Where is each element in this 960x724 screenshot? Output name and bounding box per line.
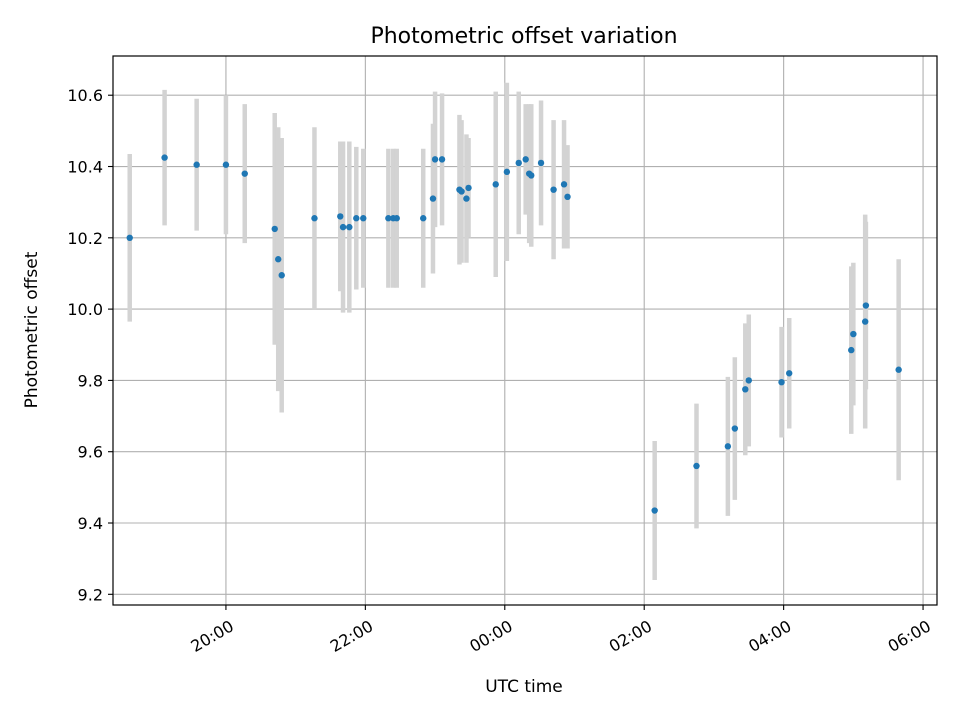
data-point [861, 318, 869, 325]
x-axis-label: UTC time [485, 677, 563, 697]
data-point [651, 507, 658, 514]
data-point [550, 186, 557, 193]
data-point [385, 215, 392, 222]
point-layer [126, 154, 902, 514]
y-tick-label: 9.4 [78, 514, 103, 533]
y-tick-label: 9.2 [78, 585, 103, 604]
chart-title: Photometric offset variation [370, 24, 677, 49]
data-point [522, 156, 529, 163]
data-point [193, 161, 200, 168]
data-point [353, 215, 360, 222]
data-point [346, 223, 353, 231]
data-point [465, 184, 472, 192]
plot-frame [112, 55, 938, 606]
y-tick-label: 10.4 [67, 158, 103, 177]
data-point [126, 234, 133, 242]
data-point [360, 215, 367, 222]
data-point [745, 377, 752, 384]
y-tick-label: 10.6 [67, 86, 103, 105]
data-point [515, 159, 522, 167]
data-point [778, 378, 785, 386]
data-point [311, 215, 318, 222]
data-point [850, 330, 857, 338]
data-point [458, 188, 465, 195]
data-point [492, 181, 499, 188]
data-point [848, 346, 855, 354]
data-point [431, 156, 439, 163]
data-point [564, 193, 571, 201]
data-point [241, 170, 248, 177]
data-point [429, 195, 437, 202]
data-point [278, 272, 285, 279]
data-point [724, 443, 732, 450]
data-point [786, 370, 793, 377]
y-tick-label: 9.8 [78, 371, 103, 390]
y-tick-label: 10.2 [67, 229, 103, 248]
data-point [275, 256, 282, 263]
data-point [337, 213, 344, 220]
y-tick-label: 10.0 [67, 300, 103, 319]
data-point [161, 154, 168, 161]
data-point [742, 386, 749, 393]
data-point [271, 225, 278, 233]
y-axis-label: Photometric offset [22, 251, 42, 408]
y-tick-label: 9.6 [78, 443, 103, 462]
data-point [895, 366, 902, 373]
data-point [503, 168, 511, 176]
data-point [528, 172, 535, 179]
data-point [339, 223, 347, 231]
data-point [537, 159, 545, 167]
data-point [438, 156, 446, 163]
data-point [463, 195, 470, 202]
data-point [393, 215, 400, 222]
data-point [560, 181, 568, 188]
data-point [222, 161, 230, 168]
data-point [693, 462, 700, 470]
data-point [731, 425, 739, 432]
data-point [420, 215, 427, 222]
data-point [862, 302, 870, 309]
